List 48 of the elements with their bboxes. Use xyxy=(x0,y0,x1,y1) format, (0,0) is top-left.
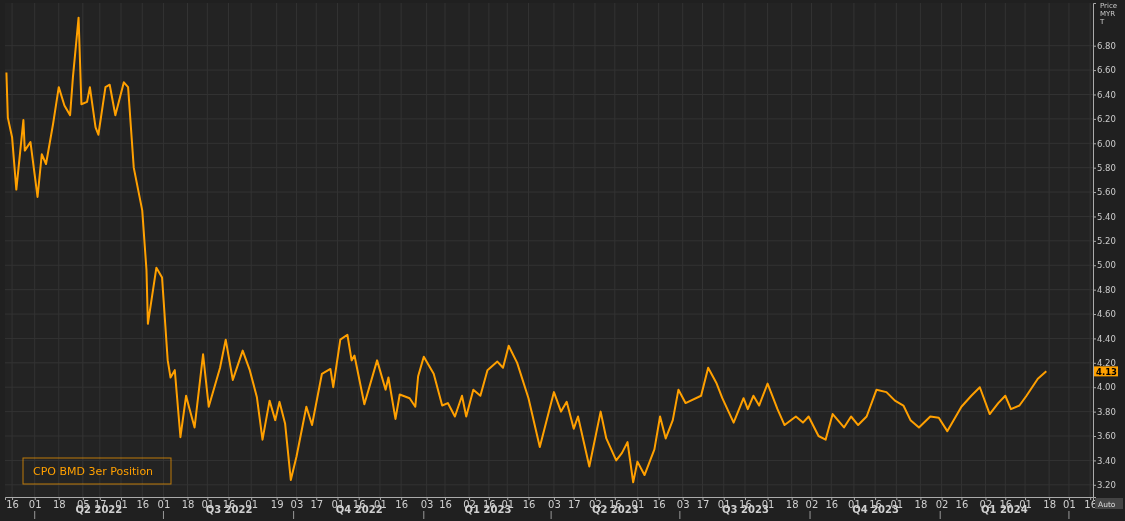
x-tick-label: 16 xyxy=(6,499,19,510)
x-tick-label: 01 xyxy=(28,499,42,510)
x-tick-label: 16 xyxy=(439,499,452,510)
x-tick-label: 01 xyxy=(1063,499,1076,510)
x-tick-label: 03 xyxy=(676,499,690,510)
y-tick-label: 4.20 xyxy=(1097,358,1116,369)
x-tick-label: 03 xyxy=(420,499,434,510)
x-tick-label: 03 xyxy=(548,499,561,510)
y-tick-label: 5.20 xyxy=(1097,236,1116,247)
y-tick-label: 5.80 xyxy=(1097,162,1116,173)
line-series xyxy=(5,16,1048,484)
x-tick-label: 02 xyxy=(805,499,819,510)
x-tick-label: 02 xyxy=(935,499,949,510)
x-tick-label: 18 xyxy=(914,499,928,510)
y-tick-label: 3.40 xyxy=(1097,455,1116,466)
y-tick-label: 6.20 xyxy=(1097,114,1116,125)
x-tick-label: 01 xyxy=(157,499,171,510)
x-tick-label: 16 xyxy=(136,499,150,510)
y-tick-label: 4.60 xyxy=(1097,309,1116,320)
y-tick-label: 6.80 xyxy=(1097,40,1116,51)
x-tick-label: 18 xyxy=(1043,499,1057,510)
y-tick-label: 4.40 xyxy=(1097,333,1116,344)
text: CPO BMD 3er Position xyxy=(33,465,154,478)
y-tick-label: 5.60 xyxy=(1097,187,1116,198)
x-tick-label: 16 xyxy=(652,499,666,510)
text: 4.13 xyxy=(1096,366,1118,377)
y-tick-label: 6.60 xyxy=(1097,65,1116,76)
x-tick-label: 17 xyxy=(696,499,710,510)
x-tick-label: 18 xyxy=(785,499,799,510)
y-tick-label: 4.80 xyxy=(1097,284,1116,295)
y-tick-label: 3.60 xyxy=(1097,431,1116,442)
x-tick-label: 17 xyxy=(567,499,581,510)
x-tick-label: 03 xyxy=(290,499,304,510)
x-tick-label: 17 xyxy=(310,499,324,510)
y-tick-label: 5.00 xyxy=(1097,260,1116,271)
x-tick-label: 16 xyxy=(825,499,839,510)
y-tick-label: 4.00 xyxy=(1097,382,1116,393)
x-tick-label: 16 xyxy=(522,499,536,510)
x-tick-label: 18 xyxy=(52,499,66,510)
x-tick-label: 16 xyxy=(955,499,969,510)
y-tick-label: 6.00 xyxy=(1097,138,1116,149)
y-tick-label: 6.40 xyxy=(1097,89,1116,100)
x-tick-label: 18 xyxy=(181,499,195,510)
y-tick-label: 3.80 xyxy=(1097,406,1116,417)
y-tick-label: 3.20 xyxy=(1097,480,1116,491)
x-tick-label: 19 xyxy=(270,499,284,510)
y-tick-label: 5.40 xyxy=(1097,211,1116,222)
x-tick-label: 16 xyxy=(395,499,409,510)
